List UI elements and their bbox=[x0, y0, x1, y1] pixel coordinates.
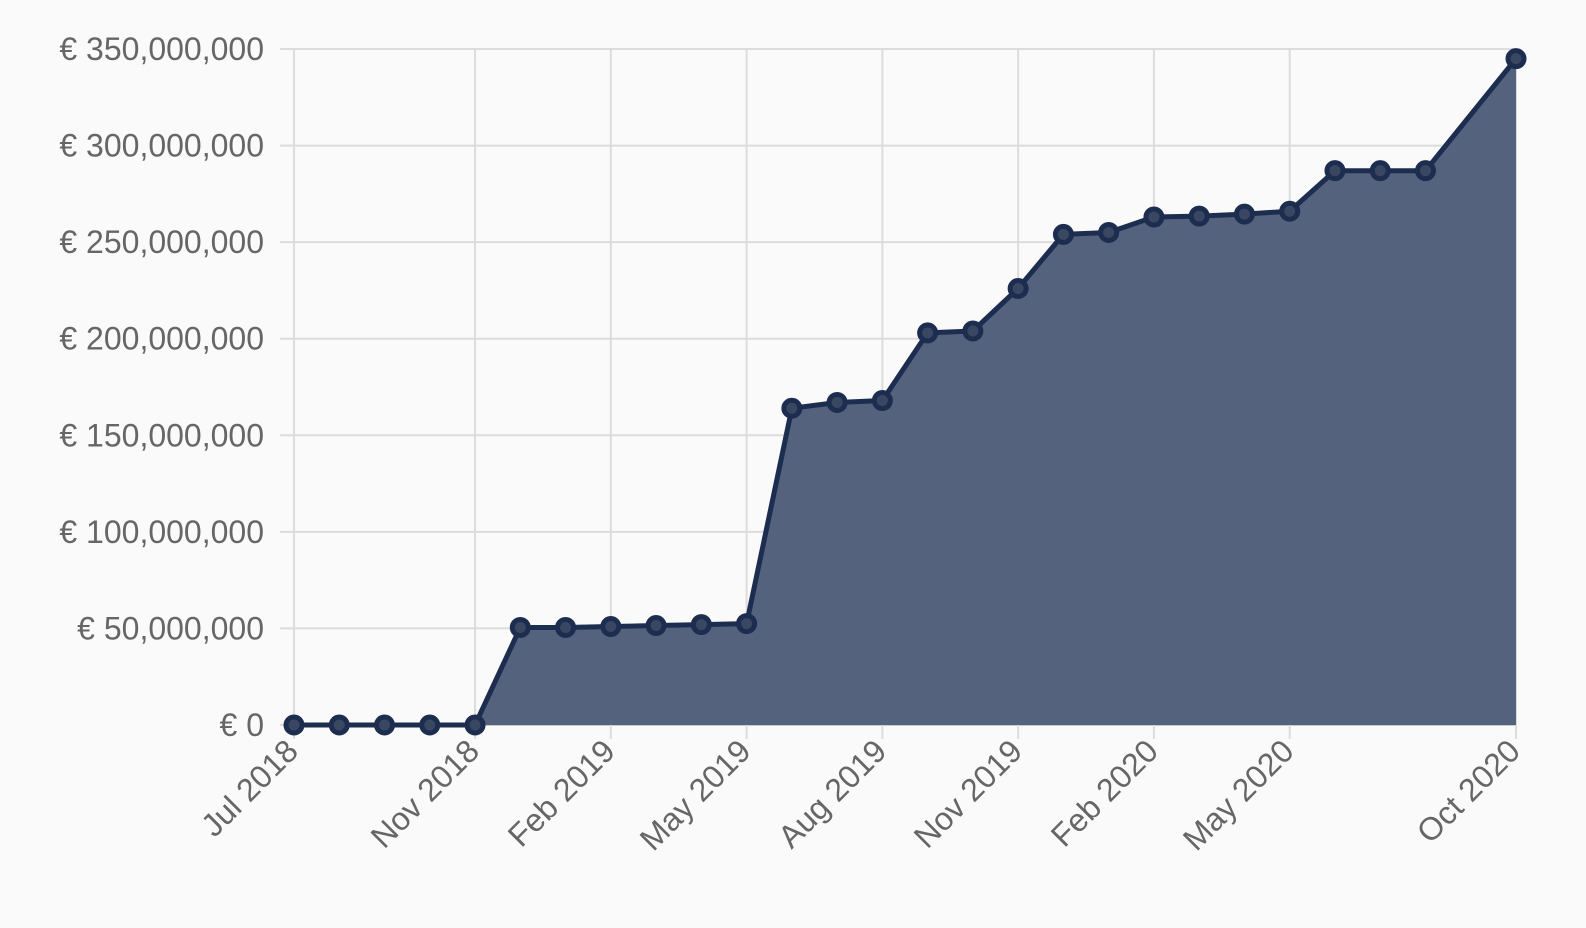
data-point bbox=[283, 714, 305, 736]
series-area bbox=[294, 58, 1516, 725]
data-point bbox=[645, 615, 667, 637]
points-layer bbox=[283, 48, 1527, 736]
data-point bbox=[917, 322, 939, 344]
data-point bbox=[690, 614, 712, 636]
y-tick-label: € 250,000,000 bbox=[59, 224, 264, 260]
y-tick-label: € 200,000,000 bbox=[59, 321, 264, 357]
data-point bbox=[1143, 206, 1165, 228]
data-point bbox=[962, 320, 984, 342]
data-point bbox=[555, 616, 577, 638]
data-point bbox=[509, 616, 531, 638]
data-point bbox=[1052, 223, 1074, 245]
y-tick-label: € 0 bbox=[220, 707, 264, 743]
data-point bbox=[464, 714, 486, 736]
data-point bbox=[419, 714, 441, 736]
data-point bbox=[826, 391, 848, 413]
y-tick-label: € 100,000,000 bbox=[59, 514, 264, 550]
data-point bbox=[1414, 160, 1436, 182]
data-point bbox=[1369, 160, 1391, 182]
data-point bbox=[1324, 160, 1346, 182]
data-point bbox=[1505, 48, 1527, 70]
data-point bbox=[1233, 203, 1255, 225]
y-tick-labels: € 0 € 50,000,000 € 100,000,000 € 150,000,00… bbox=[59, 31, 264, 743]
data-point bbox=[1007, 277, 1029, 299]
data-point bbox=[1098, 221, 1120, 243]
y-tick-label: € 300,000,000 bbox=[59, 128, 264, 164]
data-point bbox=[871, 390, 893, 412]
data-point bbox=[1279, 200, 1301, 222]
y-tick-label: € 350,000,000 bbox=[59, 31, 264, 67]
data-point bbox=[328, 714, 350, 736]
data-point bbox=[736, 613, 758, 635]
data-point bbox=[781, 397, 803, 419]
y-tick-label: € 50,000,000 bbox=[77, 610, 264, 646]
data-point bbox=[374, 714, 396, 736]
data-point bbox=[600, 615, 622, 637]
data-point bbox=[1188, 205, 1210, 227]
y-tick-label: € 150,000,000 bbox=[59, 417, 264, 453]
